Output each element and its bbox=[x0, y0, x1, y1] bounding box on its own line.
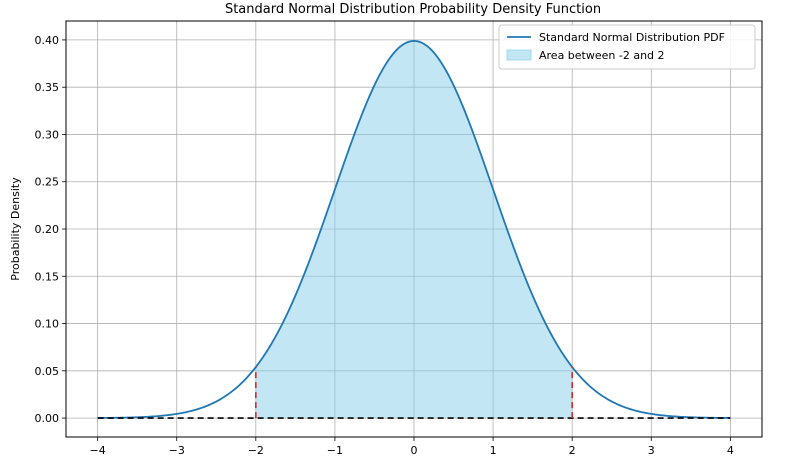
y-axis-label: Probability Density bbox=[9, 177, 22, 281]
legend-box bbox=[498, 24, 756, 70]
y-tick-label: 0.35 bbox=[35, 81, 60, 94]
x-tick-label: 4 bbox=[727, 444, 734, 457]
x-tick-label: −1 bbox=[327, 444, 343, 457]
y-tick-label: 0.30 bbox=[35, 128, 60, 141]
x-tick-label: 2 bbox=[569, 444, 576, 457]
x-tick-label: −2 bbox=[248, 444, 264, 457]
x-tick-label: −3 bbox=[169, 444, 185, 457]
y-tick-label: 0.20 bbox=[35, 223, 60, 236]
series-layer bbox=[97, 40, 731, 419]
y-tick-label: 0.25 bbox=[35, 176, 60, 189]
annotation-layer bbox=[97, 367, 731, 419]
y-tick-label: 0.00 bbox=[35, 412, 60, 425]
ticks: −4 −3 −2 −1 0 1 2 3 4 0.00 0.05 0.10 0.15 0.20 0.25 0.3… bbox=[35, 34, 734, 457]
pdf-line bbox=[97, 40, 731, 419]
chart-title: Standard Normal Distribution Probability… bbox=[225, 2, 601, 17]
y-tick-label: 0.05 bbox=[35, 365, 60, 378]
x-tick-label: 3 bbox=[648, 444, 655, 457]
x-tick-label: −4 bbox=[90, 444, 106, 457]
x-tick-label: 1 bbox=[490, 444, 497, 457]
x-tick-label: 0 bbox=[411, 444, 418, 457]
legend-entry-area: Area between -2 and 2 bbox=[539, 49, 665, 62]
y-tick-label: 0.15 bbox=[35, 270, 60, 283]
y-tick-label: 0.40 bbox=[35, 34, 60, 47]
y-tick-label: 0.10 bbox=[35, 318, 60, 331]
area-between-fill bbox=[255, 40, 573, 419]
legend-entry-pdf: Standard Normal Distribution PDF bbox=[539, 31, 725, 44]
legend-fill-swatch bbox=[506, 49, 532, 61]
legend: Standard Normal Distribution PDF Area be… bbox=[498, 24, 756, 70]
fill-area-layer bbox=[255, 40, 573, 419]
